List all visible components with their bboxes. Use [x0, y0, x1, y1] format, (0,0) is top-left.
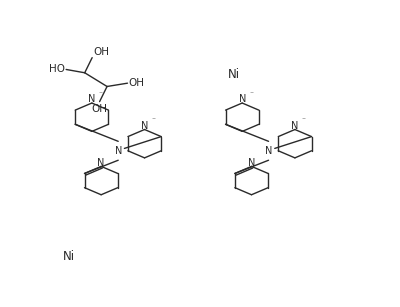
Text: N: N	[265, 146, 272, 156]
Text: Ni: Ni	[228, 68, 240, 81]
Text: N: N	[291, 121, 298, 131]
Text: N: N	[114, 146, 122, 156]
Text: ⁻: ⁻	[249, 89, 253, 98]
Text: ⁻: ⁻	[151, 115, 155, 125]
Text: OH: OH	[94, 47, 110, 57]
Text: OH: OH	[92, 103, 108, 114]
Text: N: N	[141, 121, 148, 131]
Text: HO: HO	[49, 64, 65, 75]
Text: N: N	[98, 158, 105, 168]
Text: N: N	[88, 95, 96, 104]
Text: ⁻: ⁻	[99, 89, 103, 98]
Text: OH: OH	[129, 78, 145, 88]
Text: Ni: Ni	[63, 250, 75, 263]
Text: ⁻: ⁻	[302, 115, 306, 125]
Text: N: N	[238, 95, 246, 104]
Text: N: N	[248, 158, 255, 168]
